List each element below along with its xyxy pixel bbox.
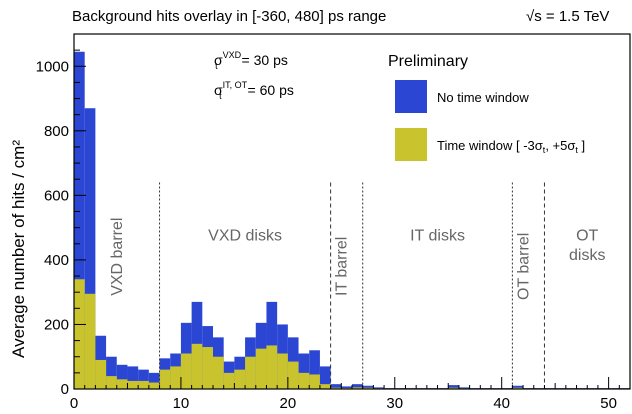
legend-label-no-window: No time window	[437, 90, 529, 105]
bar-no-window-7	[148, 372, 160, 389]
bar-time-window-19	[277, 353, 288, 389]
bar-time-window-13	[213, 356, 224, 389]
region-label-1: VXD disks	[208, 228, 282, 245]
bar-no-window-3	[106, 356, 117, 389]
bar-no-window-5	[127, 366, 139, 389]
bar-time-window-9	[170, 366, 181, 389]
dividers-layer	[159, 182, 545, 389]
bar-time-window-3	[106, 376, 117, 389]
bar-time-window-7	[148, 382, 160, 389]
sigma-vxd-sup: VXD	[223, 50, 242, 60]
bar-time-window-41	[512, 387, 524, 389]
axes-layer: 0 200 400 600 800 1000 0 10 20 30 40 50	[36, 33, 631, 412]
bar-time-window-10	[180, 353, 192, 389]
bar-time-window-26	[352, 387, 363, 389]
x-tick-label: 40	[493, 395, 510, 412]
region-label-3: IT disks	[410, 228, 465, 245]
bar-no-window-23	[319, 366, 331, 389]
bar-time-window-16	[245, 356, 256, 389]
x-tick-label: 30	[386, 395, 403, 412]
sigma-itot-sub: t	[219, 91, 222, 101]
bar-time-window-21	[298, 372, 310, 389]
bar-time-window-23	[319, 384, 331, 389]
bar-no-window-25	[341, 386, 352, 389]
bar-time-window-4	[116, 379, 128, 389]
bar-time-window-12	[202, 347, 213, 389]
bar-time-window-35	[448, 387, 459, 389]
region-label-6: disks	[569, 247, 605, 264]
bar-no-window-28	[373, 387, 385, 389]
sigma-it-ot-label: σIT, OT t = 60 ps	[214, 80, 294, 101]
bar-no-window-26	[352, 384, 363, 389]
sigma-itot-base: σ	[214, 82, 223, 98]
x-tick-label: 20	[280, 395, 297, 412]
legend-tw-sub0: t	[543, 145, 546, 155]
sigma-itot-rest: = 60 ps	[244, 82, 294, 98]
bar-no-window-1	[84, 108, 96, 390]
sigma-vxd-label: σVXD t = 30 ps	[214, 50, 288, 71]
bar-no-window-36	[458, 387, 470, 389]
bar-no-window-21	[298, 353, 310, 389]
legend-tw-part0: Time window [ -3σ	[437, 138, 543, 153]
bar-time-window-8	[159, 369, 171, 389]
bar-time-window-17	[255, 348, 267, 389]
bar-time-window-22	[309, 374, 320, 389]
sigma-vxd-base: σ	[214, 52, 223, 68]
sigma-vxd-rest: = 30 ps	[238, 52, 288, 68]
bars-layer	[74, 51, 630, 390]
bar-no-window-22	[309, 350, 320, 389]
bar-time-window-24	[330, 387, 342, 389]
bar-time-window-2	[95, 359, 107, 389]
bar-no-window-35	[448, 385, 459, 389]
legend-swatch-no-window	[395, 80, 427, 113]
y-tick-label: 1000	[36, 58, 69, 75]
bar-no-window-27	[362, 385, 374, 389]
y-tick-label: 200	[44, 316, 69, 333]
sigma-vxd-sub: t	[215, 61, 218, 71]
region-label-0: VXD barrel	[109, 218, 126, 296]
legend-tw-part2: , +5σ	[545, 138, 575, 153]
bar-time-window-6	[138, 380, 149, 389]
bar-time-window-20	[287, 361, 299, 389]
region-label-5: OT	[576, 228, 598, 245]
bar-time-window-15	[234, 369, 246, 389]
y-tick-label: 600	[44, 187, 69, 204]
bar-time-window-18	[266, 345, 278, 389]
sigma-itot-sup: IT, OT	[223, 80, 248, 90]
bar-no-window-4	[116, 364, 128, 389]
bar-time-window-27	[362, 387, 374, 389]
y-axis-label: Average number of hits / cm²	[9, 140, 28, 358]
bar-time-window-5	[127, 380, 139, 389]
legend-tw-part4: ]	[578, 138, 585, 153]
bar-time-window-1	[84, 293, 96, 389]
legend-title: Preliminary	[388, 53, 468, 70]
plot-frame	[73, 33, 631, 390]
legend-label-time-window: Time window [ -3σt, +5σt ]	[437, 138, 585, 155]
y-tick-label: 400	[44, 252, 69, 269]
bar-no-window-6	[138, 369, 149, 389]
x-tick-label: 10	[173, 395, 190, 412]
legend-swatch-time-window	[395, 128, 427, 161]
bar-no-window-41	[512, 385, 524, 389]
x-tick-label: 0	[70, 395, 78, 412]
energy-label: √s = 1.5 TeV	[526, 8, 609, 25]
legend-tw-sub1: t	[575, 145, 578, 155]
y-tick-label: 800	[44, 123, 69, 140]
bar-no-window-24	[330, 384, 342, 389]
y-tick-label: 0	[61, 381, 69, 398]
chart-title: Background hits overlay in [-360, 480] p…	[72, 8, 386, 25]
bar-time-window-0	[74, 279, 85, 389]
regions-layer: VXD barrel VXD disks IT barrel IT disks OT b…	[109, 218, 605, 300]
bar-time-window-11	[191, 343, 203, 389]
x-tick-label: 50	[600, 395, 617, 412]
region-label-2: IT barrel	[334, 237, 351, 296]
bar-time-window-14	[223, 372, 235, 389]
bar-no-window-0	[74, 51, 85, 389]
region-label-4: OT barrel	[515, 233, 532, 300]
